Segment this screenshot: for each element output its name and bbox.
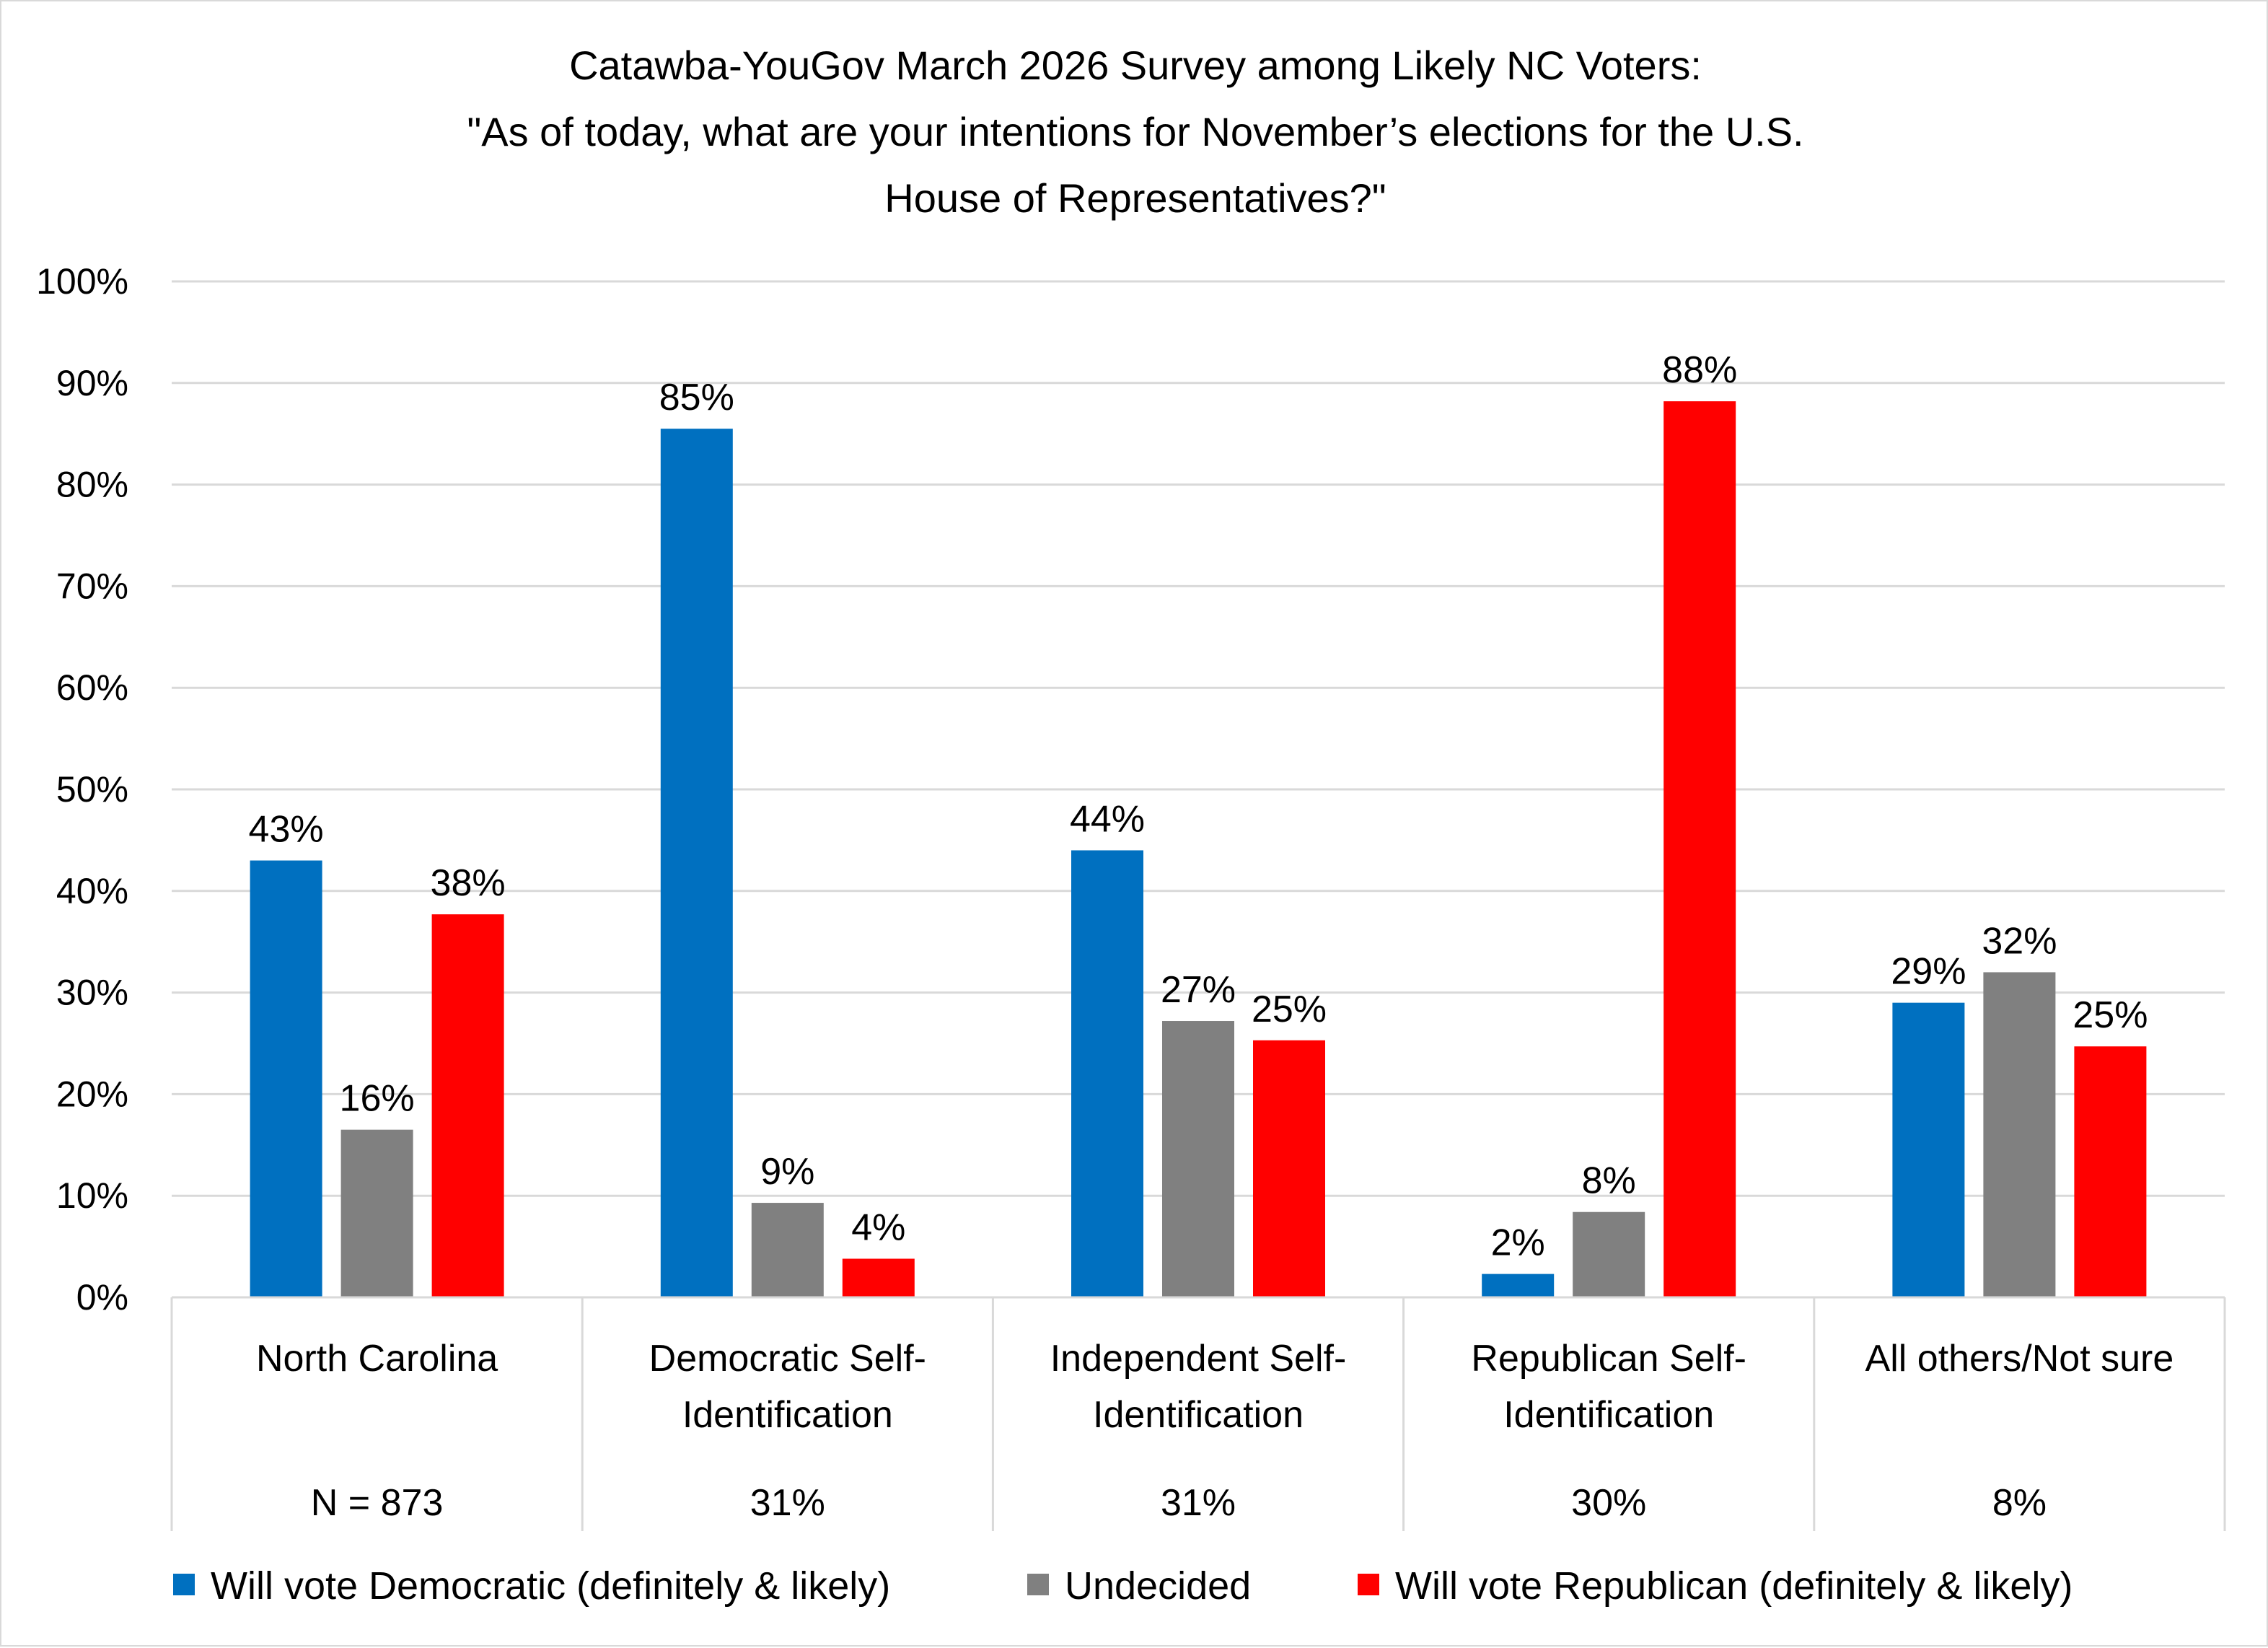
category-label-3-line-1: Independent Self- — [1050, 1338, 1347, 1380]
bar-series3-category2 — [842, 1258, 915, 1297]
category-sublabel-5: 8% — [1992, 1482, 2047, 1524]
data-label-series1-category1: 43% — [249, 809, 324, 851]
category-label-4-line-2: Identification — [1503, 1394, 1714, 1436]
y-tick-label: 80% — [56, 465, 128, 505]
legend-swatch-series1 — [173, 1574, 195, 1595]
data-label-series2-category3: 27% — [1161, 969, 1236, 1011]
bar-series1-category4 — [1482, 1274, 1555, 1297]
data-label-series1-category2: 85% — [659, 377, 734, 418]
y-tick-label: 10% — [56, 1175, 128, 1216]
data-label-series2-category4: 8% — [1582, 1160, 1636, 1202]
y-tick-label: 70% — [56, 566, 128, 606]
legend-swatch-series2 — [1027, 1574, 1049, 1595]
bar-series2-category2 — [751, 1203, 824, 1297]
legend-label-series3: Will vote Republican (definitely & likel… — [1395, 1564, 2073, 1608]
category-label-5-line-1: All others/Not sure — [1865, 1338, 2174, 1380]
data-label-series1-category5: 29% — [1891, 951, 1966, 993]
data-label-series3-category2: 4% — [851, 1206, 905, 1248]
bar-series1-category5 — [1892, 1002, 1965, 1297]
bar-series3-category5 — [2074, 1046, 2147, 1297]
bar-series3-category1 — [431, 914, 504, 1297]
bar-series2-category3 — [1162, 1021, 1234, 1297]
data-label-series2-category5: 32% — [1982, 920, 2057, 962]
y-tick-label: 20% — [56, 1074, 128, 1114]
bar-series2-category5 — [1983, 972, 2056, 1297]
chart-title: Catawba-YouGov March 2026 Survey among L… — [467, 43, 1803, 221]
y-tick-label: 30% — [56, 973, 128, 1013]
category-sublabel-2: 31% — [750, 1482, 825, 1524]
category-sublabel-4: 30% — [1571, 1482, 1646, 1524]
bar-series1-category1 — [250, 860, 322, 1297]
category-table: North Carolina N = 873 Democratic Self- Ide… — [170, 1296, 2226, 1531]
y-tick-label: 60% — [56, 667, 128, 708]
legend-label-series1: Will vote Democratic (definitely & likel… — [211, 1564, 890, 1608]
y-tick-label: 90% — [56, 363, 128, 403]
data-label-series2-category1: 16% — [340, 1078, 415, 1120]
y-tick-label: 0% — [76, 1277, 128, 1318]
data-label-series3-category4: 88% — [1662, 349, 1737, 391]
bar-series3-category3 — [1253, 1040, 1325, 1297]
data-label-series3-category3: 25% — [1252, 989, 1327, 1030]
y-tick-label: 50% — [56, 769, 128, 810]
bar-series1-category2 — [660, 429, 733, 1298]
category-label-2-line-2: Identification — [682, 1394, 893, 1436]
data-label-series1-category4: 2% — [1491, 1222, 1545, 1264]
category-label-2-line-1: Democratic Self- — [649, 1338, 926, 1380]
chart-title-line-3: House of Representatives?" — [884, 175, 1386, 221]
bar-series3-category4 — [1663, 401, 1736, 1297]
y-tick-label: 100% — [36, 261, 128, 302]
gridlines — [172, 280, 2225, 1197]
bar-series2-category4 — [1573, 1211, 1645, 1297]
bar-series2-category1 — [340, 1129, 413, 1297]
legend-label-series2: Undecided — [1065, 1564, 1251, 1608]
legend-swatch-series3 — [1358, 1574, 1379, 1595]
legend: Will vote Democratic (definitely & likel… — [173, 1564, 2073, 1608]
bars — [250, 401, 2147, 1298]
category-label-3-line-2: Identification — [1093, 1394, 1304, 1436]
category-label-1-line-1: North Carolina — [256, 1338, 498, 1380]
y-tick-label: 40% — [56, 871, 128, 911]
data-label-series3-category5: 25% — [2073, 994, 2148, 1036]
category-sublabel-1: N = 873 — [311, 1482, 444, 1524]
chart-title-line-1: Catawba-YouGov March 2026 Survey among L… — [569, 43, 1702, 88]
data-labels: 43% 85% 44% 2% 29% 16% 9% 27% 8% 32% 38% 4% 25% 88% 25… — [249, 349, 2148, 1263]
data-label-series1-category3: 44% — [1070, 798, 1145, 840]
category-label-4-line-1: Republican Self- — [1471, 1338, 1746, 1380]
chart-title-line-2: "As of today, what are your intentions f… — [467, 109, 1803, 154]
category-sublabel-3: 31% — [1161, 1482, 1236, 1524]
bar-series1-category3 — [1071, 850, 1143, 1297]
data-label-series3-category1: 38% — [431, 862, 506, 904]
y-axis-ticks: 0% 10% 20% 30% 40% 50% 60% 70% 80% 90% 100% — [36, 261, 128, 1318]
data-label-series2-category2: 9% — [760, 1151, 814, 1193]
